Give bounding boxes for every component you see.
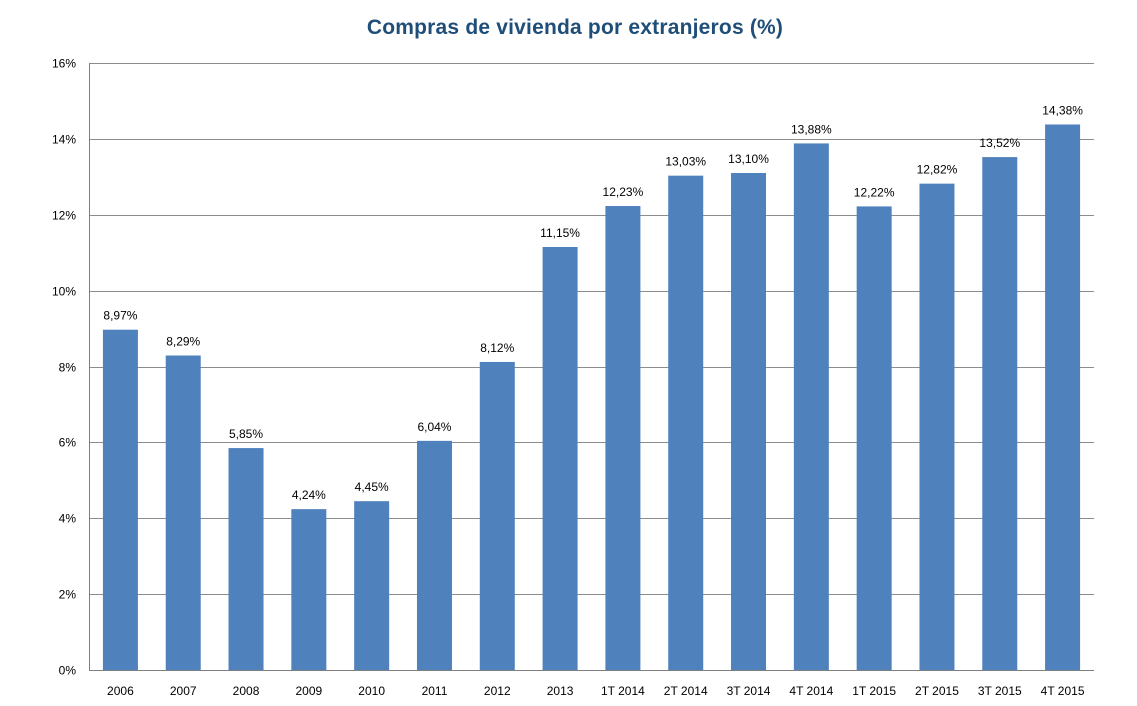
bar [919, 183, 955, 670]
data-label: 8,29% [166, 335, 200, 349]
data-label: 4,45% [355, 480, 389, 494]
data-label: 11,15% [540, 226, 580, 240]
x-tick-label: 2007 [170, 684, 197, 698]
x-tick-label: 2T 2014 [664, 684, 708, 698]
data-label: 13,52% [979, 136, 1020, 150]
y-tick-label: 0% [59, 664, 77, 678]
y-tick-label: 6% [59, 436, 77, 450]
x-tick-label: 4T 2014 [789, 684, 833, 698]
data-label: 13,88% [791, 122, 832, 136]
bar [542, 247, 578, 670]
x-tick-label: 2T 2015 [915, 684, 959, 698]
data-label: 8,12% [480, 341, 514, 355]
x-tick-label: 2009 [295, 684, 322, 698]
bar [731, 173, 767, 670]
data-label: 12,22% [854, 185, 895, 199]
bar [228, 448, 264, 670]
data-label: 5,85% [229, 427, 263, 441]
x-tick-label: 3T 2014 [727, 684, 771, 698]
data-label: 13,10% [728, 152, 769, 166]
bar [668, 175, 704, 671]
data-label: 12,23% [603, 185, 644, 199]
data-label: 13,03% [665, 155, 706, 169]
bar [982, 157, 1018, 671]
data-label: 4,24% [292, 488, 326, 502]
data-label: 8,97% [103, 309, 137, 323]
bar [1045, 124, 1081, 670]
y-tick-label: 16% [52, 57, 76, 71]
x-tick-label: 1T 2015 [852, 684, 896, 698]
data-label: 14,38% [1042, 103, 1083, 117]
x-tick-label: 2012 [484, 684, 511, 698]
bar [605, 206, 641, 670]
y-tick-label: 8% [59, 361, 77, 375]
y-tick-label: 2% [59, 588, 77, 602]
data-label: 12,82% [917, 163, 958, 177]
x-tick-label: 2008 [233, 684, 260, 698]
y-tick-label: 4% [59, 512, 77, 526]
chart-title: Compras de vivienda por extranjeros (%) [366, 16, 784, 39]
y-tick-label: 14% [52, 133, 76, 147]
x-tick-label: 3T 2015 [978, 684, 1022, 698]
bar [479, 361, 515, 670]
bar [165, 355, 201, 670]
bar [102, 329, 138, 670]
x-tick-label: 2010 [358, 684, 385, 698]
y-tick-label: 12% [52, 209, 76, 223]
bar [354, 501, 390, 670]
bar [291, 509, 327, 670]
x-tick-label: 1T 2014 [601, 684, 645, 698]
bar [856, 206, 892, 670]
x-tick-label: 2013 [547, 684, 574, 698]
y-tick-label: 10% [52, 285, 76, 299]
x-tick-label: 2006 [107, 684, 134, 698]
data-label: 6,04% [417, 420, 451, 434]
bar [416, 440, 452, 670]
bar [793, 143, 829, 670]
x-tick-label: 2011 [422, 684, 448, 698]
x-tick-label: 4T 2015 [1041, 684, 1085, 698]
